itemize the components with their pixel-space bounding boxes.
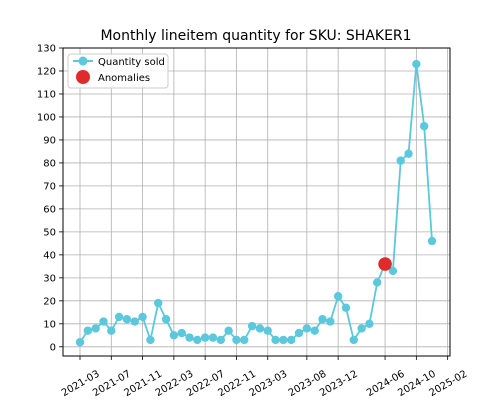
data-point-quantity-sold (349, 335, 358, 345)
data-point-quantity-sold (146, 335, 155, 345)
data-point-quantity-sold (326, 317, 335, 326)
legend-marker-anomalies (76, 70, 90, 84)
data-point-quantity-sold (373, 278, 382, 287)
data-point-quantity-sold (427, 236, 437, 246)
legend-box (67, 53, 169, 89)
data-point-quantity-sold (154, 298, 163, 308)
data-point-quantity-sold (91, 324, 100, 333)
grid (63, 47, 450, 356)
y-tick-label: 20 (43, 296, 56, 307)
legend-label-anomalies: Anomalies (98, 73, 150, 84)
legend-label-quantity-sold: Quantity sold (98, 57, 165, 68)
data-point-quantity-sold (247, 321, 257, 331)
plot-frame (62, 47, 451, 357)
y-tick-label: 70 (43, 181, 56, 192)
data-point-quantity-sold (114, 312, 124, 322)
data-point-quantity-sold (287, 335, 296, 345)
data-point-quantity-sold (138, 312, 147, 322)
legend: Quantity sold Anomalies (67, 53, 169, 89)
data-point-quantity-sold (208, 333, 218, 342)
y-tick-label: 120 (37, 66, 56, 77)
data-point-quantity-sold (419, 121, 429, 131)
y-tick-label: 0 (50, 342, 56, 353)
data-point-quantity-sold (193, 335, 202, 345)
data-point-quantity-sold (388, 266, 398, 276)
data-point-quantity-sold (240, 335, 249, 345)
data-point-quantity-sold (271, 335, 280, 345)
data-point-quantity-sold (130, 317, 139, 326)
y-tick-label: 10 (43, 319, 56, 330)
y-tick-label: 60 (43, 204, 56, 215)
y-tick-label: 100 (37, 112, 56, 123)
data-point-quantity-sold (365, 319, 374, 329)
data-point-quantity-sold (255, 324, 265, 333)
anomaly-point (378, 257, 392, 271)
data-point-quantity-sold (169, 331, 179, 340)
data-point-quantity-sold (185, 333, 194, 342)
data-point-quantity-sold (357, 324, 366, 333)
y-tick-label: 80 (43, 158, 56, 169)
y-tick-label: 40 (43, 250, 56, 261)
data-point-quantity-sold (310, 326, 319, 335)
data-point-quantity-sold (107, 326, 116, 335)
data-point-quantity-sold (404, 149, 413, 158)
y-tick-label: 30 (43, 273, 56, 284)
data-point-quantity-sold (396, 156, 405, 165)
data-point-quantity-sold (341, 303, 351, 312)
y-tick-label: 110 (37, 89, 56, 100)
y-tick-label: 50 (43, 227, 56, 238)
data-point-quantity-sold (232, 335, 241, 345)
axes: 01020304050607080901001101201302021-0320… (37, 44, 469, 400)
y-tick-label: 90 (43, 135, 56, 146)
data-point-quantity-sold (122, 315, 132, 324)
data-point-quantity-sold (99, 317, 108, 326)
data-point-quantity-sold (224, 326, 233, 335)
data-point-quantity-sold (83, 326, 93, 335)
chart-title: Monthly lineitem quantity for SKU: SHAKE… (100, 28, 411, 44)
data-point-quantity-sold (318, 315, 327, 324)
data-point-quantity-sold (333, 292, 343, 301)
data-point-quantity-sold (177, 328, 186, 338)
data-point-quantity-sold (302, 324, 312, 333)
data-point-quantity-sold (200, 333, 210, 342)
series-layer (75, 59, 437, 347)
data-point-quantity-sold (412, 59, 421, 69)
data-point-quantity-sold (161, 315, 171, 324)
data-point-quantity-sold (294, 328, 304, 338)
data-point-quantity-sold (75, 338, 85, 347)
y-tick-label: 130 (37, 44, 56, 55)
data-point-quantity-sold (263, 326, 272, 335)
legend-marker-quantity-sold (78, 56, 88, 66)
data-point-quantity-sold (279, 335, 288, 345)
data-point-quantity-sold (216, 335, 225, 345)
